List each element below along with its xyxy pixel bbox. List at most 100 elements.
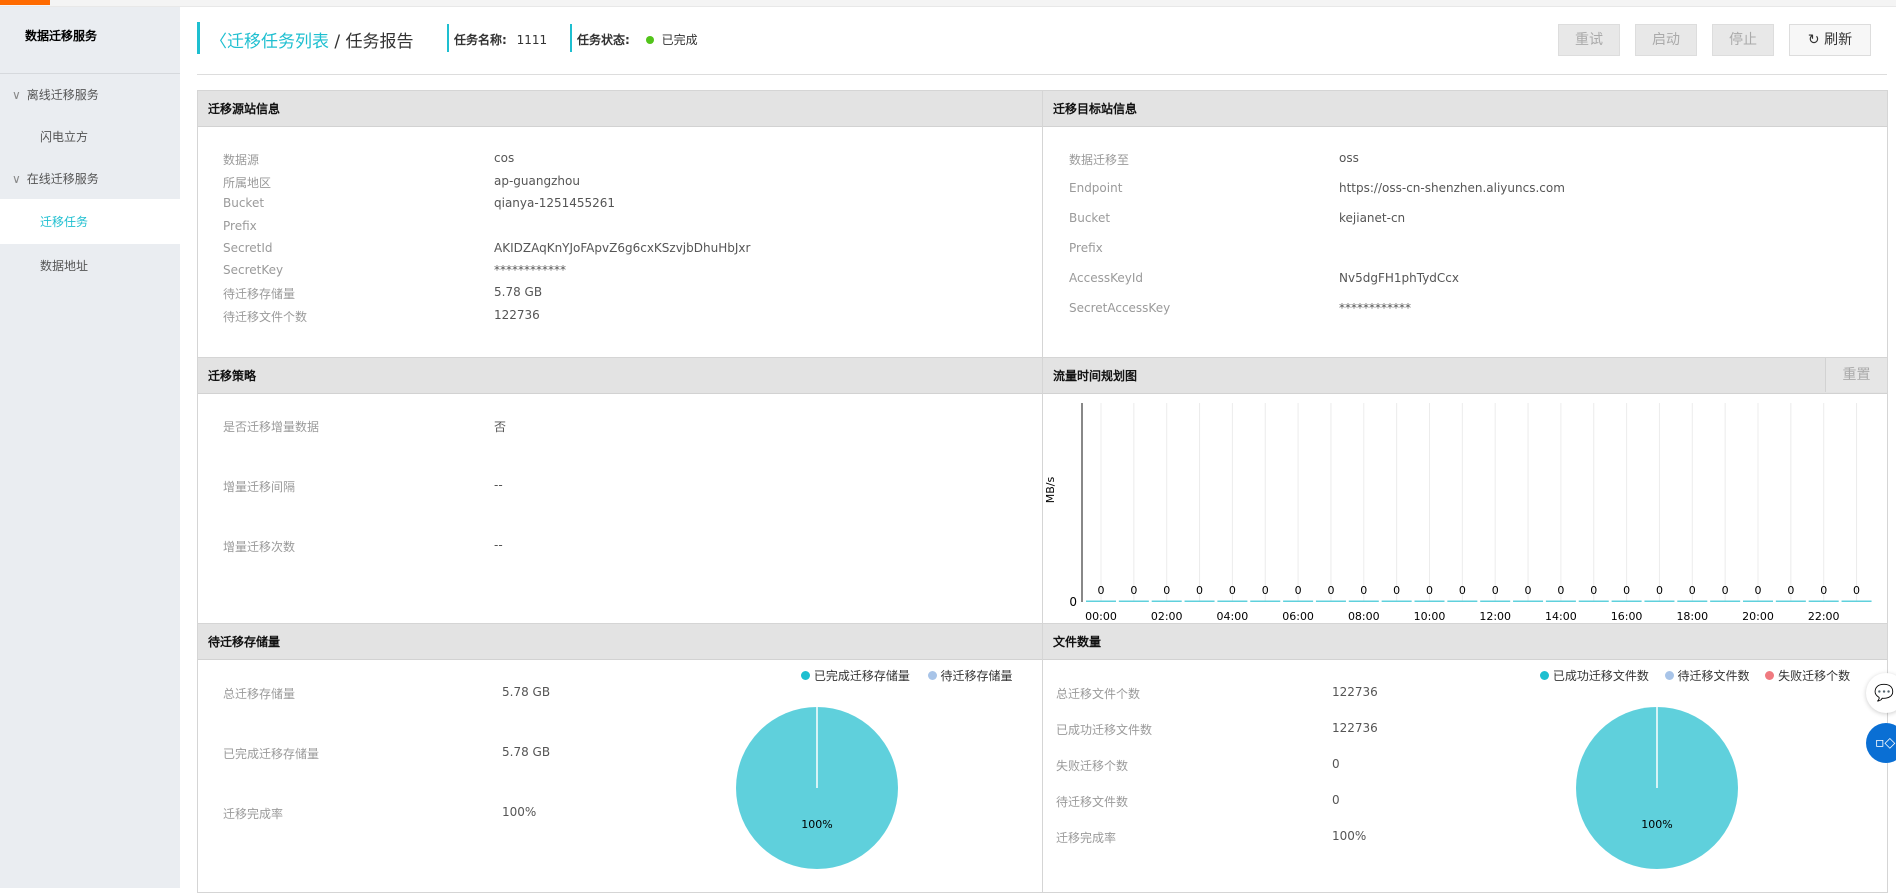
breadcrumb-separator: / [334, 32, 341, 52]
stop-button[interactable]: 停止 [1712, 24, 1774, 56]
sidebar-title: 数据迁移服务 [25, 29, 98, 43]
bar-value-label: 0 [1590, 584, 1597, 597]
files-label: 总迁移文件个数 [1056, 687, 1141, 701]
task-status-label: 任务状态: [577, 33, 630, 47]
source-value: cos [494, 151, 515, 165]
target-label: 数据迁移至 [1069, 153, 1130, 167]
legend-item-pending[interactable]: 待迁移文件数 [1664, 669, 1750, 683]
status-dot-icon [645, 36, 654, 44]
legend-label: 已完成迁移存储量 [813, 669, 910, 683]
legend-item-failed[interactable]: 失败迁移个数 [1765, 669, 1850, 683]
bar[interactable] [1611, 600, 1642, 603]
bar-value-label: 0 [1130, 584, 1137, 597]
panel-title: 迁移源站信息 [198, 91, 1042, 127]
back-link[interactable]: 迁移任务列表 [227, 32, 329, 52]
y-axis-label: MB/s [1044, 476, 1057, 503]
legend-item-pending[interactable]: 待迁移存储量 [927, 669, 1013, 683]
x-tick-label: 02:00 [1151, 610, 1183, 623]
bar-value-label: 0 [1327, 584, 1334, 597]
target-label: Bucket [1069, 211, 1111, 225]
bar[interactable] [1710, 600, 1741, 603]
panel-title: 迁移策略 [198, 358, 1042, 394]
source-label: 待迁移存储量 [223, 287, 296, 301]
source-value: 122736 [494, 308, 540, 322]
source-label: Bucket [223, 196, 265, 210]
sidebar-divider [0, 73, 180, 74]
refresh-button[interactable]: ↻ 刷新 [1789, 24, 1871, 56]
storage-label: 总迁移存储量 [223, 687, 296, 701]
bar[interactable] [1775, 600, 1806, 603]
strategy-panel: 迁移策略 [197, 357, 1043, 624]
bar[interactable] [1414, 600, 1445, 603]
panel-title: 待迁移存储量 [198, 624, 1042, 660]
x-tick-label: 20:00 [1742, 610, 1774, 623]
y-tick-label: 0 [1069, 595, 1077, 609]
bar[interactable] [1447, 600, 1478, 603]
bar[interactable] [1808, 600, 1839, 603]
bar[interactable] [1743, 600, 1773, 603]
bar-value-label: 0 [1393, 584, 1400, 597]
strategy-value: -- [494, 538, 503, 552]
strategy-value: 否 [494, 420, 507, 434]
legend-dot-icon [1765, 671, 1775, 680]
task-name-value: 1111 [516, 33, 548, 47]
bar[interactable] [1118, 600, 1149, 603]
pie-label: 100% [801, 818, 832, 831]
reset-button[interactable]: 重置 [1825, 358, 1887, 392]
bar[interactable] [1841, 600, 1872, 603]
storage-panel: 待迁移存储量 [197, 623, 1043, 893]
bar-value-label: 0 [1853, 584, 1860, 597]
bar[interactable] [1217, 600, 1248, 603]
target-value: ************ [1339, 301, 1411, 315]
source-label: SecretKey [223, 263, 284, 277]
sidebar-group-offline[interactable]: ∨ 离线迁移服务 [12, 86, 99, 103]
bar[interactable] [1545, 600, 1576, 603]
bar[interactable] [1315, 600, 1346, 603]
bar[interactable] [1250, 600, 1281, 603]
retry-button[interactable]: 重试 [1558, 24, 1620, 56]
bar[interactable] [1151, 600, 1182, 603]
legend-label: 失败迁移个数 [1778, 669, 1851, 683]
sidebar-group-online[interactable]: ∨ 在线迁移服务 [12, 170, 99, 187]
strategy-label: 增量迁移次数 [223, 540, 296, 554]
bar[interactable] [1513, 600, 1544, 603]
target-label: Prefix [1069, 241, 1103, 255]
bar[interactable] [1677, 600, 1708, 603]
x-tick-label: 08:00 [1348, 610, 1380, 623]
sidebar-item-migration-task[interactable]: 迁移任务 [40, 215, 89, 229]
sidebar-group-label: 在线迁移服务 [26, 172, 99, 186]
files-value: 122736 [1332, 685, 1378, 699]
traffic-panel: 流量时间规划图 [1042, 357, 1888, 624]
bar[interactable] [1184, 600, 1215, 603]
bar-value-label: 0 [1623, 584, 1630, 597]
sidebar-item-flash-cube[interactable]: 闪电立方 [40, 130, 89, 144]
start-button[interactable]: 启动 [1635, 24, 1697, 56]
bar-value-label: 0 [1689, 584, 1696, 597]
legend-item-success[interactable]: 已成功迁移文件数 [1540, 669, 1649, 683]
bar[interactable] [1283, 600, 1314, 603]
bar[interactable] [1644, 600, 1675, 603]
storage-value: 5.78 GB [502, 745, 551, 759]
bar-value-label: 0 [1755, 584, 1762, 597]
bar[interactable] [1348, 600, 1379, 603]
bar[interactable] [1381, 600, 1412, 603]
chevron-left-icon[interactable]: 〈 [210, 32, 227, 52]
chat-icon[interactable]: 💬 [1866, 673, 1896, 713]
source-value: ap-guangzhou [494, 174, 580, 188]
refresh-icon: ↻ [1807, 32, 1820, 48]
storage-value: 5.78 GB [502, 685, 551, 699]
x-tick-label: 00:00 [1085, 610, 1117, 623]
panel-title: 文件数量 [1043, 624, 1887, 660]
sidebar-item-data-address[interactable]: 数据地址 [40, 259, 89, 273]
target-value: https://oss-cn-shenzhen.aliyuncs.com [1339, 181, 1565, 195]
target-panel: 迁移目标站信息 [1042, 90, 1888, 358]
bar[interactable] [1086, 600, 1116, 603]
legend-item-completed[interactable]: 已完成迁移存储量 [801, 669, 910, 683]
bar[interactable] [1480, 600, 1511, 603]
target-label: AccessKeyId [1069, 271, 1143, 285]
x-tick-label: 10:00 [1414, 610, 1446, 623]
storage-pie: 100% [736, 707, 898, 869]
bar[interactable] [1578, 600, 1609, 603]
apps-icon[interactable]: ▫◇ [1866, 723, 1896, 763]
source-value: 5.78 GB [494, 285, 543, 299]
